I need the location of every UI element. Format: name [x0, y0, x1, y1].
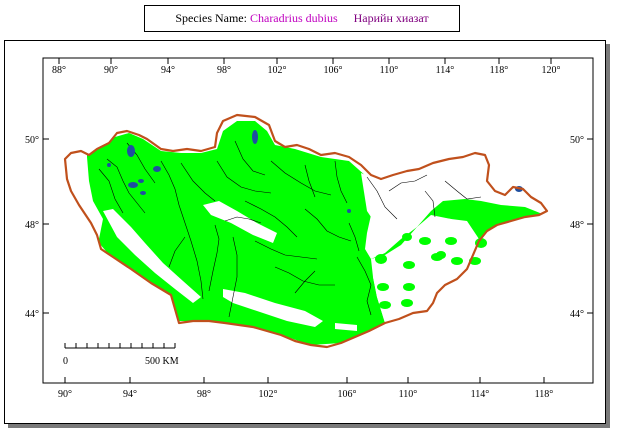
scientific-name: Charadrius dubius: [249, 11, 338, 25]
lake-khovsgol: [252, 130, 258, 144]
top-longitude-label: 98°: [217, 65, 231, 76]
top-longitude-label: 90°: [104, 65, 118, 76]
right-latitude-axis: 50° 48° 44°: [570, 135, 593, 320]
scale-bar: 0 500 KM: [63, 343, 179, 367]
lakes: [107, 130, 523, 213]
bottom-longitude-label: 118°: [535, 389, 554, 400]
range-gap-west: [65, 157, 103, 239]
map-frame: 88° 90° 94° 98° 102° 106° 110° 114° 118° 120° 90°…: [4, 40, 606, 424]
bottom-longitude-label: 90°: [58, 389, 72, 400]
left-latitude-label: 48°: [25, 220, 39, 231]
top-longitude-label: 94°: [161, 65, 175, 76]
species-label: Species Name:: [175, 11, 247, 25]
right-latitude-label: 48°: [570, 220, 584, 231]
lake-uvs: [127, 145, 135, 157]
bottom-longitude-label: 106°: [338, 389, 357, 400]
range-gap-northwest-strip: [103, 209, 201, 303]
bottom-longitude-label: 110°: [399, 389, 418, 400]
bottom-longitude-label: 114°: [471, 389, 490, 400]
top-longitude-label: 114°: [436, 65, 455, 76]
top-longitude-label: 102°: [268, 65, 287, 76]
bottom-longitude-axis: 90° 94° 98° 102° 106° 110° 114° 118°: [58, 377, 553, 400]
range-gap-southeast-sliver: [335, 323, 357, 331]
top-longitude-label: 88°: [52, 65, 66, 76]
local-name: Нарийн хиазат: [353, 11, 429, 25]
bottom-longitude-label: 102°: [259, 389, 278, 400]
range-gap-south: [223, 289, 323, 327]
species-title-box: Species Name: Charadrius dubius Нарийн хиа…: [144, 5, 460, 32]
bottom-longitude-label: 94°: [123, 389, 137, 400]
distribution-map: 88° 90° 94° 98° 102° 106° 110° 114° 118° 120° 90°…: [25, 57, 594, 400]
scale-end-label: 500 KM: [145, 356, 179, 367]
range-gap-central-north: [203, 201, 277, 243]
range-gap-northeast: [361, 173, 381, 217]
left-latitude-label: 44°: [25, 309, 39, 320]
right-latitude-label: 44°: [570, 309, 584, 320]
top-longitude-label: 118°: [490, 65, 509, 76]
top-longitude-label: 120°: [542, 65, 561, 76]
scale-start-label: 0: [63, 356, 68, 367]
bottom-longitude-label: 98°: [197, 389, 211, 400]
top-longitude-label: 110°: [380, 65, 399, 76]
left-latitude-label: 50°: [25, 135, 39, 146]
right-latitude-label: 50°: [570, 135, 584, 146]
range-main: [87, 121, 545, 345]
top-longitude-axis: 88° 90° 94° 98° 102° 106° 110° 114° 118° 120°: [52, 58, 561, 76]
left-latitude-axis: 50° 48° 44°: [25, 135, 49, 320]
top-longitude-label: 106°: [324, 65, 343, 76]
country-border: [63, 113, 549, 349]
range-patches: [350, 233, 487, 309]
